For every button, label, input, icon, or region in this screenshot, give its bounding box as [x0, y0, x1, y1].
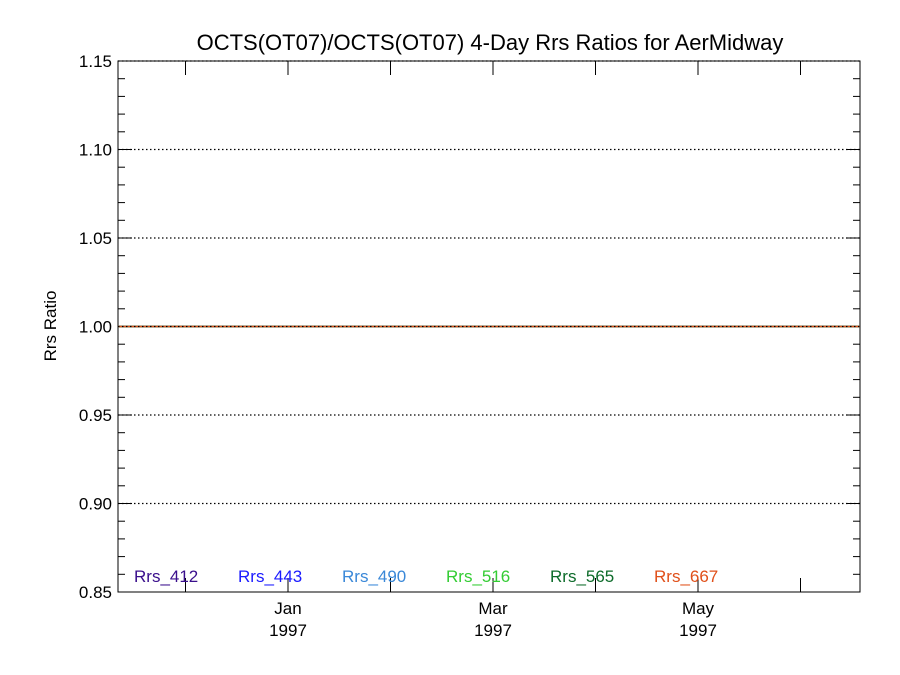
x-tick-label-month: Jan — [274, 599, 301, 618]
y-axis-label: Rrs Ratio — [41, 291, 60, 362]
y-tick-label: 1.15 — [79, 52, 112, 71]
legend-entry-rrs-443: Rrs_443 — [238, 567, 302, 586]
x-tick-label-year: 1997 — [474, 621, 512, 640]
y-tick-label: 1.05 — [79, 229, 112, 248]
legend-entry-rrs-667: Rrs_667 — [654, 567, 718, 586]
y-tick-label: 0.85 — [79, 583, 112, 602]
y-tick-label: 1.10 — [79, 141, 112, 160]
x-axis: Jan 1997 Mar 1997 May 1997 — [185, 61, 801, 640]
legend-entry-rrs-490: Rrs_490 — [342, 567, 406, 586]
legend: Rrs_412 Rrs_443 Rrs_490 Rrs_516 Rrs_565 Rrs_6… — [134, 567, 718, 586]
grid-lines — [118, 60, 860, 505]
legend-entry-rrs-516: Rrs_516 — [446, 567, 510, 586]
legend-entry-rrs-412: Rrs_412 — [134, 567, 198, 586]
x-tick-label-year: 1997 — [679, 621, 717, 640]
legend-entry-rrs-565: Rrs_565 — [550, 567, 614, 586]
x-tick-label-month: Mar — [478, 599, 508, 618]
y-tick-label: 1.00 — [79, 318, 112, 337]
x-tick-label-month: May — [682, 599, 715, 618]
y-tick-label: 0.95 — [79, 406, 112, 425]
y-tick-label: 0.90 — [79, 495, 112, 514]
chart-title: OCTS(OT07)/OCTS(OT07) 4-Day Rrs Ratios f… — [197, 30, 784, 55]
x-tick-label-year: 1997 — [269, 621, 307, 640]
